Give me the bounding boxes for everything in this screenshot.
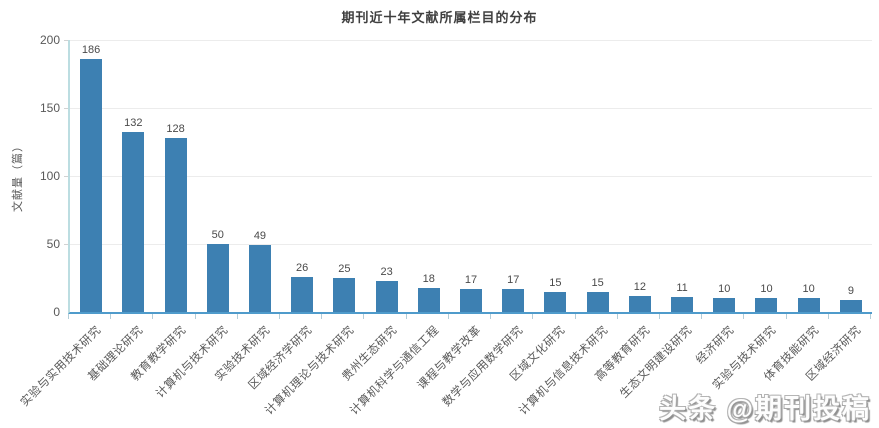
- bar: [248, 245, 271, 312]
- x-category-label-text: 基础理论研究: [86, 324, 146, 384]
- x-category-label-text: 区域经济研究: [804, 324, 864, 384]
- y-tick-mark: [64, 40, 68, 41]
- x-category-label-text: 高等教育研究: [593, 324, 653, 384]
- bar: [333, 278, 356, 312]
- x-tick: [236, 314, 238, 319]
- bar: [628, 295, 651, 312]
- bar-value-label: 128: [166, 122, 185, 135]
- x-category-label-text: 实验与技术研究: [711, 324, 780, 393]
- x-tick: [279, 314, 281, 319]
- x-tick: [574, 314, 576, 319]
- bar: [291, 276, 314, 312]
- gridline: [70, 176, 872, 177]
- bar: [671, 297, 694, 312]
- x-tick: [363, 314, 365, 319]
- watermark-text: 头条 @期刊投稿: [659, 394, 871, 424]
- bar-value-label: 11: [676, 282, 688, 295]
- bar: [122, 132, 145, 312]
- bar-value-label: 49: [253, 230, 267, 243]
- y-tick-mark: [64, 108, 68, 109]
- bar-value-label: 25: [338, 263, 351, 275]
- x-tick: [321, 314, 323, 319]
- y-axis-labels: 0 50 100 150 200: [26, 33, 60, 319]
- x-category-label-text: 课程与教学改革: [415, 324, 484, 393]
- x-tick: [490, 314, 492, 319]
- bar-value-label: 50: [211, 229, 224, 241]
- x-category-label-text: 计算机科学与通信工程: [348, 324, 442, 418]
- bar-value-label: 10: [760, 283, 773, 296]
- gridline: [70, 244, 872, 245]
- x-category-label-text: 数学与应用数学研究: [440, 324, 526, 409]
- gridline: [70, 108, 872, 109]
- bar: [375, 280, 398, 312]
- x-tick: [616, 314, 618, 319]
- bar-value-label: 15: [549, 276, 562, 289]
- x-category-label-text: 教育教学研究: [128, 324, 189, 384]
- bar: [586, 291, 609, 312]
- bar: [544, 291, 567, 312]
- bar-value-label: 12: [633, 280, 646, 293]
- x-category-label-text: 区域文化研究: [508, 324, 569, 384]
- bar-value-label: 26: [296, 261, 309, 274]
- y-tick-label: 150: [39, 101, 60, 115]
- x-category-label-text: 贵州生态研究: [339, 324, 400, 384]
- x-tick: [743, 314, 745, 319]
- x-tick: [110, 314, 112, 319]
- bar-value-label: 132: [124, 117, 143, 130]
- x-category-label-text: 区域经济学研究: [246, 324, 315, 393]
- bar-value-label: 17: [464, 273, 478, 286]
- x-ticks: [68, 314, 871, 319]
- bar-value-label: 23: [380, 265, 393, 278]
- x-category-label-text: 计算机理论与技术研究: [263, 324, 357, 418]
- bar: [460, 288, 482, 312]
- plot-area: 186 132 128 50 49 26 25 23 18 17 17 15 15 12 11 10 10 10 9: [64, 40, 872, 314]
- x-tick: [827, 314, 829, 319]
- bar-value-label: 15: [591, 276, 604, 289]
- x-category-label-text: 体育技能研究: [761, 324, 822, 384]
- x-tick: [152, 314, 154, 319]
- bar-value-label: 18: [422, 272, 435, 285]
- x-tick: [194, 314, 196, 319]
- x-category-label-text: 计算机与信息技术研究: [516, 324, 611, 418]
- bar-value-label: 9: [847, 284, 854, 297]
- x-category-label-text: 计算机与技术研究: [153, 324, 231, 401]
- x-tick: [785, 314, 787, 319]
- y-tick-mark: [64, 176, 68, 177]
- bar: [206, 244, 229, 312]
- bar: [164, 137, 187, 312]
- x-tick: [447, 314, 449, 319]
- bar-value-label: 17: [507, 273, 520, 286]
- bar: [502, 288, 525, 312]
- y-tick-label: 200: [39, 33, 60, 47]
- chart-title: 期刊近十年文献所属栏目的分布: [341, 10, 538, 25]
- x-category-label-text: 经济研究: [694, 324, 737, 367]
- bar: [755, 298, 778, 312]
- x-tick: [701, 314, 703, 319]
- bar: [797, 298, 820, 312]
- x-tick: [68, 314, 69, 319]
- bar-value-label: 10: [802, 283, 815, 296]
- x-tick: [532, 314, 534, 319]
- x-category-label-text: 实验技术研究: [213, 324, 273, 384]
- bar: [80, 59, 103, 312]
- bar: [839, 299, 862, 312]
- x-tick: [870, 314, 871, 319]
- bar: [417, 287, 440, 312]
- y-tick-mark: [64, 244, 68, 245]
- bar-value-label: 186: [81, 44, 101, 57]
- x-tick: [658, 314, 660, 319]
- x-tick: [405, 314, 407, 319]
- bar-value-label: 10: [718, 283, 731, 296]
- y-tick-label: 50: [46, 237, 60, 251]
- gridline: [70, 40, 872, 41]
- y-axis-title-text: 文献量（篇）: [12, 140, 24, 212]
- y-tick-label: 100: [39, 169, 60, 183]
- x-category-label-text: 实验与实用技术研究: [18, 324, 104, 409]
- bar: [713, 298, 736, 312]
- y-tick-label: 0: [53, 305, 60, 319]
